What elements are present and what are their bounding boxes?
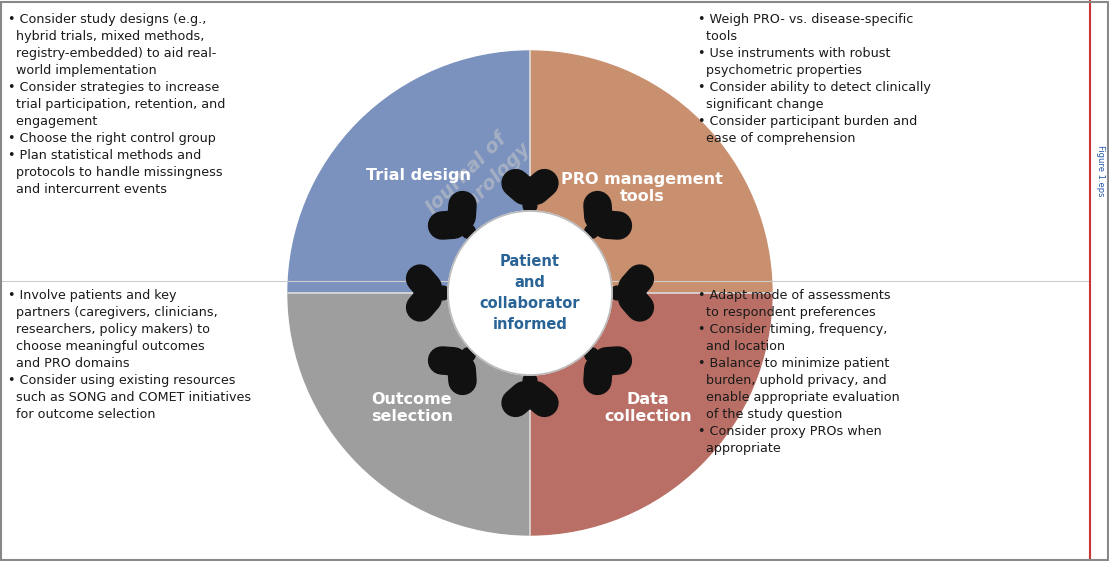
Circle shape [523, 199, 537, 213]
Text: Patient
and
collaborator
informed: Patient and collaborator informed [480, 254, 580, 332]
Polygon shape [446, 209, 464, 226]
Circle shape [523, 373, 537, 387]
Circle shape [584, 348, 599, 361]
Circle shape [584, 224, 599, 238]
Wedge shape [530, 293, 772, 535]
Text: Figure 1.eps: Figure 1.eps [1096, 145, 1105, 197]
Circle shape [448, 211, 612, 375]
Text: • Involve patients and key
  partners (caregivers, clinicians,
  researchers, po: • Involve patients and key partners (car… [8, 289, 251, 421]
Text: • Consider study designs (e.g.,
  hybrid trials, mixed methods,
  registry-embed: • Consider study designs (e.g., hybrid t… [8, 13, 225, 196]
Circle shape [436, 286, 450, 300]
Text: • Weigh PRO- vs. disease-specific
  tools
• Use instruments with robust
  psycho: • Weigh PRO- vs. disease-specific tools … [698, 13, 930, 145]
Text: Journal of
Nephrology: Journal of Nephrology [416, 123, 535, 242]
Polygon shape [624, 286, 645, 300]
Polygon shape [597, 360, 614, 377]
Circle shape [461, 348, 476, 361]
Polygon shape [597, 209, 614, 226]
Text: Outcome
selection: Outcome selection [372, 392, 452, 424]
Text: Trial design: Trial design [366, 168, 470, 182]
Wedge shape [530, 51, 772, 293]
Wedge shape [288, 51, 530, 293]
Polygon shape [523, 177, 537, 198]
Circle shape [461, 224, 476, 238]
Circle shape [610, 286, 624, 300]
Text: • Adapt mode of assessments
  to respondent preferences
• Consider timing, frequ: • Adapt mode of assessments to responden… [698, 289, 899, 455]
Polygon shape [446, 360, 464, 377]
Text: PRO management
tools: PRO management tools [561, 172, 723, 204]
Text: Data
collection: Data collection [604, 392, 692, 424]
Wedge shape [288, 293, 530, 535]
Polygon shape [523, 388, 537, 408]
Polygon shape [415, 286, 436, 300]
